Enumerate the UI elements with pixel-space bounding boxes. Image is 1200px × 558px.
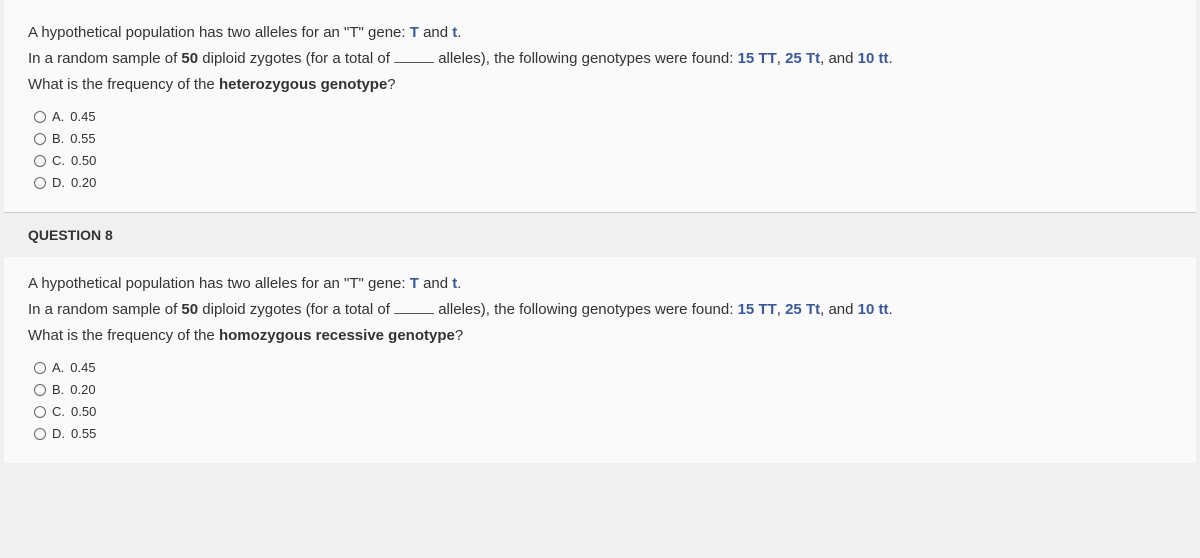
genotype-TT: 15 TT xyxy=(738,50,777,67)
genotype-Tt: 25 Tt xyxy=(785,301,820,318)
option-label: C. xyxy=(52,150,65,172)
option-row[interactable]: B. 0.55 xyxy=(28,128,1172,150)
stem-text: , xyxy=(777,50,785,67)
radio-icon[interactable] xyxy=(34,384,46,396)
option-row[interactable]: B. 0.20 xyxy=(28,379,1172,401)
allele-T: T xyxy=(410,24,419,41)
option-row[interactable]: A. 0.45 xyxy=(28,357,1172,379)
stem-text: , and xyxy=(820,50,858,67)
genotype-TT: 15 TT xyxy=(738,301,777,318)
target-phrase: homozygous recessive genotype xyxy=(219,327,455,344)
question-7-options: A. 0.45 B. 0.55 C. 0.50 D. 0.20 xyxy=(28,106,1172,194)
sample-size: 50 xyxy=(181,301,198,318)
stem-text: , and xyxy=(820,301,858,318)
stem-text: A hypothetical population has two allele… xyxy=(28,24,410,41)
question-8-options: A. 0.45 B. 0.20 C. 0.50 D. 0.55 xyxy=(28,357,1172,445)
option-label: C. xyxy=(52,401,65,423)
option-label: A. xyxy=(52,357,64,379)
genotype-tt: 10 tt xyxy=(858,301,889,318)
stem-text: , xyxy=(777,301,785,318)
stem-text: diploid zygotes (for a total of xyxy=(198,301,394,318)
stem-text: In a random sample of xyxy=(28,50,181,67)
stem-text: diploid zygotes (for a total of xyxy=(198,50,394,67)
option-row[interactable]: C. 0.50 xyxy=(28,401,1172,423)
option-row[interactable]: D. 0.20 xyxy=(28,172,1172,194)
target-phrase: heterozygous genotype xyxy=(219,76,387,93)
fill-blank xyxy=(394,62,434,63)
option-value: 0.55 xyxy=(70,128,95,150)
option-label: A. xyxy=(52,106,64,128)
option-row[interactable]: A. 0.45 xyxy=(28,106,1172,128)
radio-icon[interactable] xyxy=(34,133,46,145)
stem-text: What is the frequency of the xyxy=(28,76,219,93)
question-7-block: A hypothetical population has two allele… xyxy=(4,0,1196,213)
option-label: B. xyxy=(52,128,64,150)
option-value: 0.45 xyxy=(70,106,95,128)
option-value: 0.20 xyxy=(70,379,95,401)
stem-text: . xyxy=(888,50,892,67)
radio-icon[interactable] xyxy=(34,177,46,189)
option-label: D. xyxy=(52,423,65,445)
option-value: 0.50 xyxy=(71,150,96,172)
radio-icon[interactable] xyxy=(34,111,46,123)
option-value: 0.45 xyxy=(70,357,95,379)
option-row[interactable]: C. 0.50 xyxy=(28,150,1172,172)
stem-text: and xyxy=(419,24,452,41)
stem-text: ? xyxy=(387,76,395,93)
option-value: 0.50 xyxy=(71,401,96,423)
stem-text: alleles), the following genotypes were f… xyxy=(434,301,738,318)
question-7-stem: A hypothetical population has two allele… xyxy=(28,20,1172,98)
stem-text: A hypothetical population has two allele… xyxy=(28,275,410,292)
option-value: 0.55 xyxy=(71,423,96,445)
radio-icon[interactable] xyxy=(34,362,46,374)
genotype-Tt: 25 Tt xyxy=(785,50,820,67)
option-label: D. xyxy=(52,172,65,194)
sample-size: 50 xyxy=(181,50,198,67)
stem-text: In a random sample of xyxy=(28,301,181,318)
stem-text: . xyxy=(888,301,892,318)
stem-text: . xyxy=(457,275,461,292)
genotype-tt: 10 tt xyxy=(858,50,889,67)
fill-blank xyxy=(394,313,434,314)
option-label: B. xyxy=(52,379,64,401)
allele-T: T xyxy=(410,275,419,292)
stem-text: and xyxy=(419,275,452,292)
stem-text: What is the frequency of the xyxy=(28,327,219,344)
stem-text: . xyxy=(457,24,461,41)
option-row[interactable]: D. 0.55 xyxy=(28,423,1172,445)
question-8-heading: QUESTION 8 xyxy=(4,227,1196,243)
radio-icon[interactable] xyxy=(34,155,46,167)
radio-icon[interactable] xyxy=(34,428,46,440)
stem-text: alleles), the following genotypes were f… xyxy=(434,50,738,67)
question-8-block: A hypothetical population has two allele… xyxy=(4,257,1196,463)
question-8-stem: A hypothetical population has two allele… xyxy=(28,271,1172,349)
radio-icon[interactable] xyxy=(34,406,46,418)
stem-text: ? xyxy=(455,327,463,344)
option-value: 0.20 xyxy=(71,172,96,194)
